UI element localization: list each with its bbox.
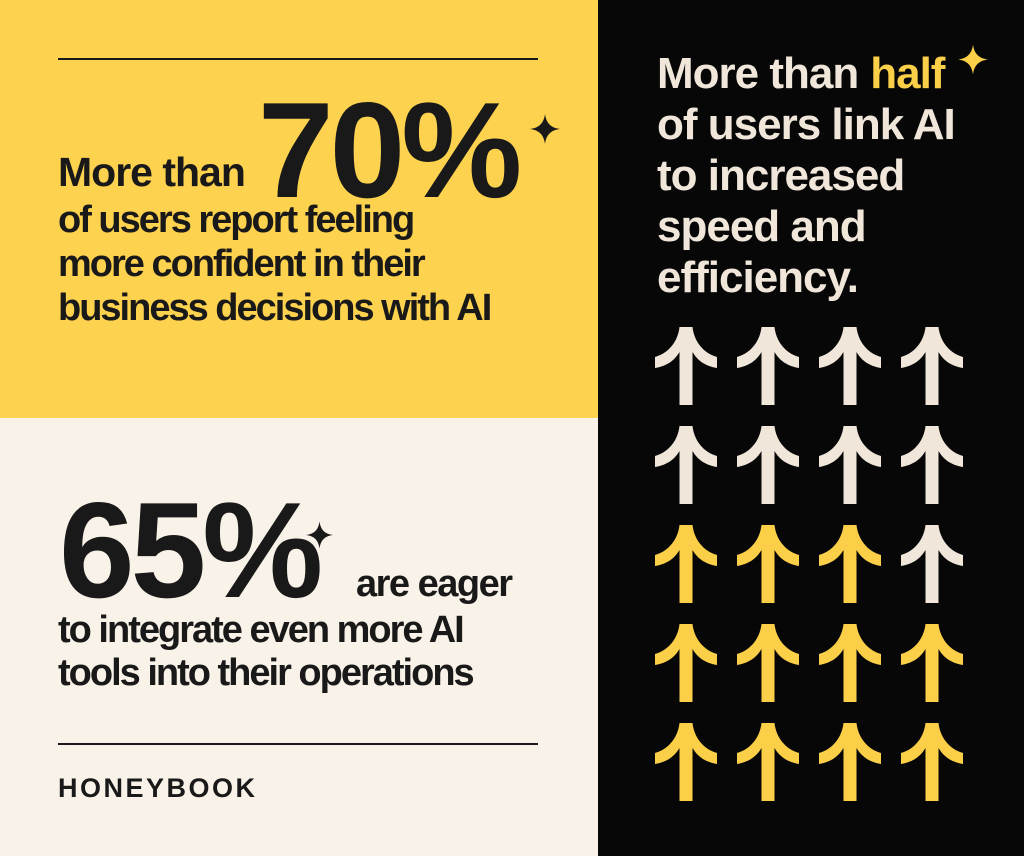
up-arrow-icon [819,426,881,504]
speed-stat-prefix: More than [657,49,859,98]
eagerness-stat-body: to integrate even more AI tools into the… [58,609,475,695]
up-arrow-icon [655,624,717,702]
up-arrow-icon [819,723,881,801]
eagerness-stat-line: to integrate even more AI [58,609,465,651]
up-arrow-icon [737,624,799,702]
up-arrow-icon [655,525,717,603]
up-arrow-icon [655,327,717,405]
confidence-stat-value: 70% [258,74,522,226]
up-arrow-icon [819,624,881,702]
eagerness-stat-suffix: are eager [356,563,513,605]
up-arrow-icon [901,327,963,405]
top-divider-line [58,58,538,60]
speed-stat-highlight: half [870,49,945,98]
eagerness-stat-panel: 65% are eager to integrate even more AI … [0,418,598,856]
arrow-grid [653,325,965,801]
speed-stat-headline: More than half of users link AI to increa… [657,48,956,303]
eagerness-stat-value: 65% [59,474,323,626]
speed-stat-line: to increased [657,151,905,200]
confidence-stat-body: of users report feeling more confident i… [58,198,492,330]
up-arrow-icon [901,426,963,504]
confidence-stat-line: business decisions with AI [58,287,492,329]
speed-stat-line: of users link AI [657,100,956,149]
up-arrow-icon [901,624,963,702]
up-arrow-icon [819,327,881,405]
confidence-stat-line: of users report feeling [58,199,415,241]
up-arrow-icon [901,525,963,603]
up-arrow-icon [737,723,799,801]
bottom-divider-line [58,743,538,745]
speed-stat-panel: More than half of users link AI to increa… [598,0,1024,856]
speed-stat-line: efficiency. [657,253,859,302]
up-arrow-icon [737,426,799,504]
confidence-stat-prefix: More than [58,149,246,195]
speed-stat-line-1: More than half [657,48,955,99]
up-arrow-icon [901,723,963,801]
speed-stat-line: speed and [657,202,867,251]
up-arrow-icon [819,525,881,603]
sparkle-icon [530,114,560,144]
honeybook-wordmark: HONEYBOOK [58,773,258,803]
sparkle-icon [306,521,333,549]
up-arrow-icon [655,723,717,801]
eagerness-stat-line: tools into their operations [58,652,475,694]
up-arrow-icon [737,327,799,405]
up-arrow-icon [655,426,717,504]
up-arrow-icon [737,525,799,603]
sparkle-icon [958,44,988,75]
confidence-stat-panel: More than 70% of users report feeling mo… [0,0,598,418]
confidence-stat-line: more confident in their [58,243,426,285]
